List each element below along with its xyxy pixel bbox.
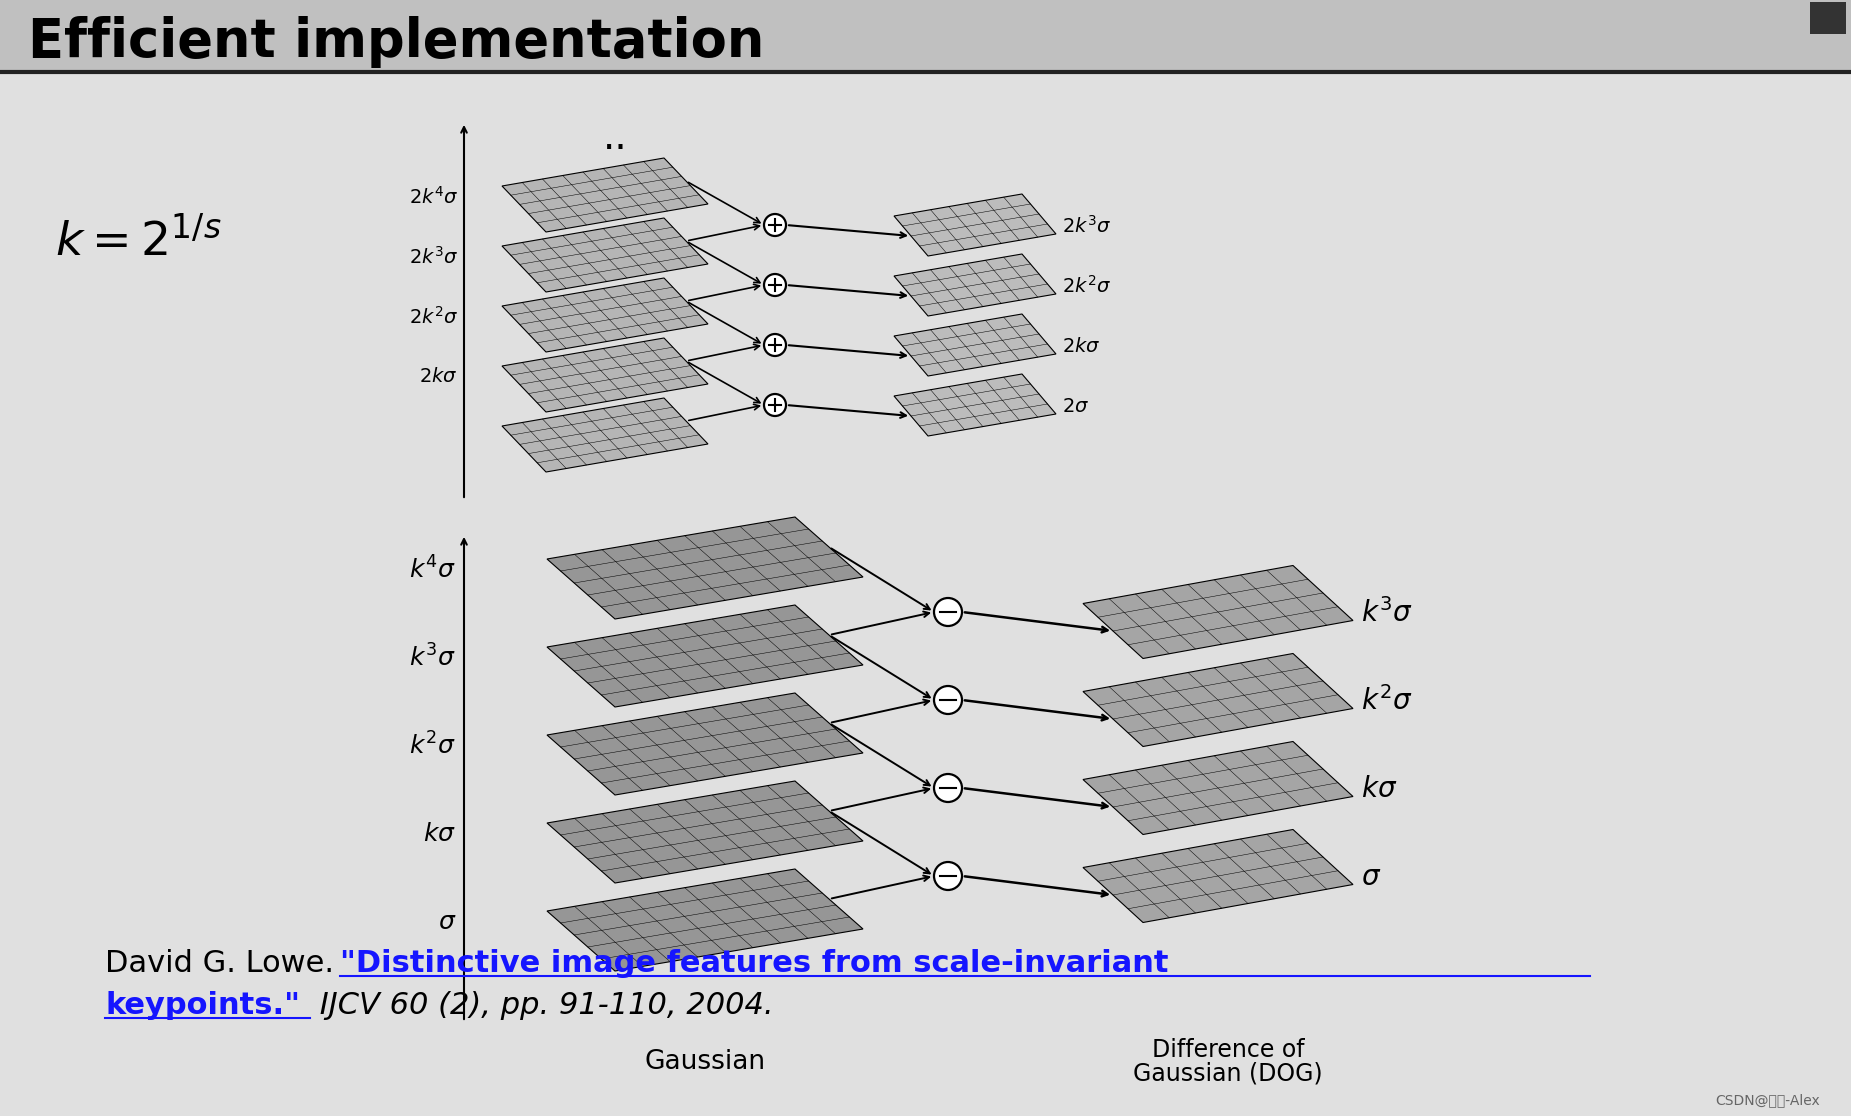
Text: $2k^2\sigma$: $2k^2\sigma$ (1062, 275, 1111, 297)
Text: $2k^4\sigma$: $2k^4\sigma$ (409, 186, 457, 208)
Polygon shape (548, 781, 863, 883)
Text: Difference of: Difference of (1151, 1038, 1305, 1062)
Text: David G. Lowe.: David G. Lowe. (106, 949, 344, 978)
Circle shape (764, 275, 787, 296)
Polygon shape (1083, 654, 1353, 747)
Polygon shape (894, 374, 1057, 436)
Text: $k^4\sigma$: $k^4\sigma$ (409, 557, 455, 584)
Text: $k = 2^{1/s}$: $k = 2^{1/s}$ (56, 218, 222, 266)
Polygon shape (548, 869, 863, 971)
Polygon shape (1083, 741, 1353, 835)
Text: $2k^2\sigma$: $2k^2\sigma$ (409, 306, 457, 328)
Text: $k^2\sigma$: $k^2\sigma$ (1360, 686, 1412, 716)
Bar (0, 0, 1851, 73)
Text: Efficient implementation: Efficient implementation (28, 16, 764, 68)
Polygon shape (1083, 829, 1353, 923)
Text: $2k^3\sigma$: $2k^3\sigma$ (409, 246, 457, 268)
Circle shape (935, 862, 963, 889)
Polygon shape (548, 605, 863, 708)
Text: $\sigma$: $\sigma$ (1360, 863, 1381, 891)
Text: $k^3\sigma$: $k^3\sigma$ (409, 644, 455, 672)
Circle shape (935, 598, 963, 626)
Polygon shape (502, 218, 707, 292)
Polygon shape (894, 314, 1057, 376)
Text: "Distinctive image features from scale-invariant: "Distinctive image features from scale-i… (341, 949, 1168, 978)
Text: $k\sigma$: $k\sigma$ (1360, 775, 1398, 804)
Circle shape (764, 214, 787, 235)
Text: $k^2\sigma$: $k^2\sigma$ (409, 732, 455, 760)
Bar (1810, 2, 1845, 33)
Polygon shape (894, 254, 1057, 316)
Polygon shape (502, 278, 707, 352)
Text: Gaussian (DOG): Gaussian (DOG) (1133, 1062, 1323, 1086)
Text: $\sigma$: $\sigma$ (437, 910, 455, 934)
Text: $k\sigma$: $k\sigma$ (424, 822, 455, 846)
Circle shape (935, 686, 963, 714)
Circle shape (764, 334, 787, 356)
Circle shape (764, 394, 787, 416)
Polygon shape (548, 517, 863, 619)
Polygon shape (502, 398, 707, 472)
Text: keypoints.": keypoints." (106, 991, 300, 1020)
Text: Gaussian: Gaussian (644, 1049, 766, 1075)
Polygon shape (548, 693, 863, 795)
Text: $k^3\sigma$: $k^3\sigma$ (1360, 598, 1412, 628)
Polygon shape (502, 158, 707, 232)
Text: CSDN@量子-Alex: CSDN@量子-Alex (1716, 1093, 1820, 1107)
Polygon shape (894, 194, 1057, 256)
Text: IJCV 60 (2), pp. 91-110, 2004.: IJCV 60 (2), pp. 91-110, 2004. (309, 991, 774, 1020)
Text: $2k\sigma$: $2k\sigma$ (1062, 337, 1101, 356)
Text: $2k^3\sigma$: $2k^3\sigma$ (1062, 215, 1111, 237)
Text: ..: .. (603, 119, 627, 157)
Circle shape (935, 775, 963, 802)
Text: $2k\sigma$: $2k\sigma$ (420, 367, 457, 386)
Text: $2\sigma$: $2\sigma$ (1062, 396, 1088, 415)
Polygon shape (1083, 566, 1353, 658)
Polygon shape (502, 338, 707, 412)
